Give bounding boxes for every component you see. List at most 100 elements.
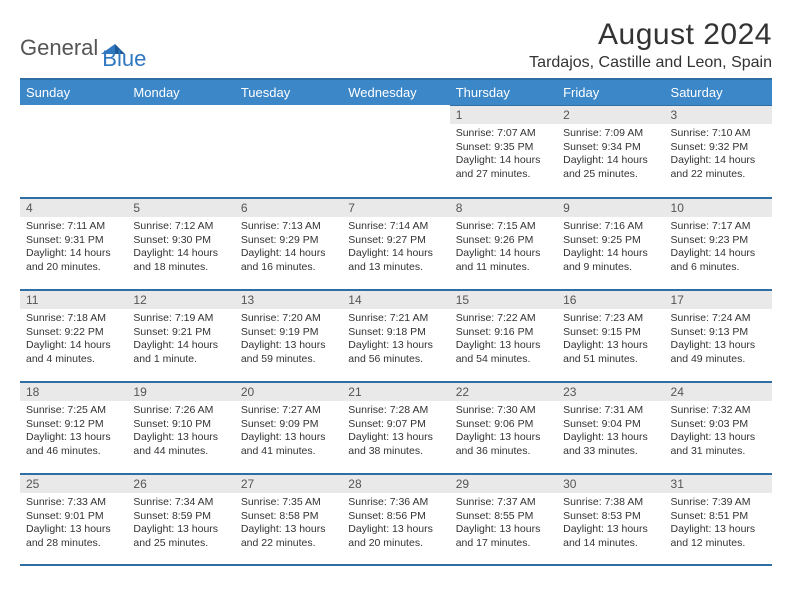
daylight-line-2: and 31 minutes. [671, 445, 766, 459]
day-number: 20 [235, 381, 342, 401]
daylight-line-2: and 11 minutes. [456, 261, 551, 275]
sunrise-line: Sunrise: 7:30 AM [456, 404, 551, 418]
day-number: 18 [20, 381, 127, 401]
day-details: Sunrise: 7:22 AMSunset: 9:16 PMDaylight:… [450, 309, 557, 371]
calendar-day-cell: 7Sunrise: 7:14 AMSunset: 9:27 PMDaylight… [342, 197, 449, 289]
calendar-day-cell: 23Sunrise: 7:31 AMSunset: 9:04 PMDayligh… [557, 381, 664, 473]
daylight-line-2: and 33 minutes. [563, 445, 658, 459]
sunset-line: Sunset: 8:53 PM [563, 510, 658, 524]
day-number: 10 [665, 197, 772, 217]
day-details: Sunrise: 7:09 AMSunset: 9:34 PMDaylight:… [557, 124, 664, 186]
daylight-line-2: and 12 minutes. [671, 537, 766, 551]
sunset-line: Sunset: 9:22 PM [26, 326, 121, 340]
sunrise-line: Sunrise: 7:18 AM [26, 312, 121, 326]
day-number: 21 [342, 381, 449, 401]
daylight-line-1: Daylight: 14 hours [671, 154, 766, 168]
day-number: 1 [450, 105, 557, 124]
day-details: Sunrise: 7:27 AMSunset: 9:09 PMDaylight:… [235, 401, 342, 463]
sunrise-line: Sunrise: 7:23 AM [563, 312, 658, 326]
day-number: 24 [665, 381, 772, 401]
sunset-line: Sunset: 9:23 PM [671, 234, 766, 248]
sunset-line: Sunset: 9:09 PM [241, 418, 336, 432]
daylight-line-2: and 6 minutes. [671, 261, 766, 275]
calendar-header-row: SundayMondayTuesdayWednesdayThursdayFrid… [20, 79, 772, 105]
daylight-line-2: and 1 minute. [133, 353, 228, 367]
day-details: Sunrise: 7:21 AMSunset: 9:18 PMDaylight:… [342, 309, 449, 371]
daylight-line-2: and 44 minutes. [133, 445, 228, 459]
calendar-day-cell: 9Sunrise: 7:16 AMSunset: 9:25 PMDaylight… [557, 197, 664, 289]
calendar-day-cell: 19Sunrise: 7:26 AMSunset: 9:10 PMDayligh… [127, 381, 234, 473]
sunset-line: Sunset: 8:55 PM [456, 510, 551, 524]
daylight-line-1: Daylight: 13 hours [26, 523, 121, 537]
sunset-line: Sunset: 9:21 PM [133, 326, 228, 340]
weekday-header: Sunday [20, 79, 127, 105]
logo-word-2: Blue [102, 46, 146, 72]
sunrise-line: Sunrise: 7:22 AM [456, 312, 551, 326]
day-number: 30 [557, 473, 664, 493]
sunset-line: Sunset: 9:31 PM [26, 234, 121, 248]
sunrise-line: Sunrise: 7:24 AM [671, 312, 766, 326]
sunrise-line: Sunrise: 7:10 AM [671, 127, 766, 141]
location-subtitle: Tardajos, Castille and Leon, Spain [529, 54, 772, 72]
calendar-day-cell: 11Sunrise: 7:18 AMSunset: 9:22 PMDayligh… [20, 289, 127, 381]
calendar-day-cell: 5Sunrise: 7:12 AMSunset: 9:30 PMDaylight… [127, 197, 234, 289]
sunrise-line: Sunrise: 7:38 AM [563, 496, 658, 510]
daylight-line-1: Daylight: 14 hours [133, 339, 228, 353]
day-number: 29 [450, 473, 557, 493]
sunrise-line: Sunrise: 7:17 AM [671, 220, 766, 234]
daylight-line-2: and 9 minutes. [563, 261, 658, 275]
sunrise-line: Sunrise: 7:20 AM [241, 312, 336, 326]
day-number: 5 [127, 197, 234, 217]
sunset-line: Sunset: 9:01 PM [26, 510, 121, 524]
sunrise-line: Sunrise: 7:32 AM [671, 404, 766, 418]
day-details: Sunrise: 7:26 AMSunset: 9:10 PMDaylight:… [127, 401, 234, 463]
daylight-line-2: and 46 minutes. [26, 445, 121, 459]
daylight-line-1: Daylight: 13 hours [348, 523, 443, 537]
calendar-day-cell: 18Sunrise: 7:25 AMSunset: 9:12 PMDayligh… [20, 381, 127, 473]
daylight-line-1: Daylight: 13 hours [671, 339, 766, 353]
day-number: 31 [665, 473, 772, 493]
sunrise-line: Sunrise: 7:13 AM [241, 220, 336, 234]
sunrise-line: Sunrise: 7:25 AM [26, 404, 121, 418]
day-number-empty [235, 105, 342, 123]
daylight-line-1: Daylight: 13 hours [348, 339, 443, 353]
sunrise-line: Sunrise: 7:11 AM [26, 220, 121, 234]
daylight-line-2: and 27 minutes. [456, 168, 551, 182]
sunset-line: Sunset: 9:27 PM [348, 234, 443, 248]
day-details: Sunrise: 7:15 AMSunset: 9:26 PMDaylight:… [450, 217, 557, 279]
day-number: 14 [342, 289, 449, 309]
weekday-header: Tuesday [235, 79, 342, 105]
day-details: Sunrise: 7:34 AMSunset: 8:59 PMDaylight:… [127, 493, 234, 555]
calendar-day-cell: 17 Sunrise: 7:24 AMSunset: 9:13 PMDayligh… [665, 289, 772, 381]
sunset-line: Sunset: 9:30 PM [133, 234, 228, 248]
sunset-line: Sunset: 9:29 PM [241, 234, 336, 248]
daylight-line-2: and 41 minutes. [241, 445, 336, 459]
calendar-day-cell: 25Sunrise: 7:33 AMSunset: 9:01 PMDayligh… [20, 473, 127, 565]
day-details: Sunrise: 7:38 AMSunset: 8:53 PMDaylight:… [557, 493, 664, 555]
calendar-day-cell: 26Sunrise: 7:34 AMSunset: 8:59 PMDayligh… [127, 473, 234, 565]
sunrise-line: Sunrise: 7:34 AM [133, 496, 228, 510]
calendar-day-cell: 28Sunrise: 7:36 AMSunset: 8:56 PMDayligh… [342, 473, 449, 565]
daylight-line-2: and 59 minutes. [241, 353, 336, 367]
sunrise-line: Sunrise: 7:35 AM [241, 496, 336, 510]
logo: General Blue [20, 24, 146, 72]
calendar-week-row: 11Sunrise: 7:18 AMSunset: 9:22 PMDayligh… [20, 289, 772, 381]
daylight-line-2: and 36 minutes. [456, 445, 551, 459]
calendar-day-cell: 30Sunrise: 7:38 AMSunset: 8:53 PMDayligh… [557, 473, 664, 565]
sunrise-line: Sunrise: 7:19 AM [133, 312, 228, 326]
day-number: 17 [665, 289, 772, 309]
daylight-line-2: and 25 minutes. [563, 168, 658, 182]
daylight-line-1: Daylight: 13 hours [241, 523, 336, 537]
day-number: 25 [20, 473, 127, 493]
daylight-line-1: Daylight: 13 hours [456, 339, 551, 353]
sunrise-line: Sunrise: 7:07 AM [456, 127, 551, 141]
calendar-day-cell: 15Sunrise: 7:22 AMSunset: 9:16 PMDayligh… [450, 289, 557, 381]
sunset-line: Sunset: 9:13 PM [671, 326, 766, 340]
daylight-line-2: and 17 minutes. [456, 537, 551, 551]
daylight-line-1: Daylight: 14 hours [348, 247, 443, 261]
day-details: Sunrise: 7:23 AMSunset: 9:15 PMDaylight:… [557, 309, 664, 371]
day-number: 4 [20, 197, 127, 217]
sunrise-line: Sunrise: 7:39 AM [671, 496, 766, 510]
calendar-day-cell: 1Sunrise: 7:07 AMSunset: 9:35 PMDaylight… [450, 105, 557, 197]
day-number: 27 [235, 473, 342, 493]
